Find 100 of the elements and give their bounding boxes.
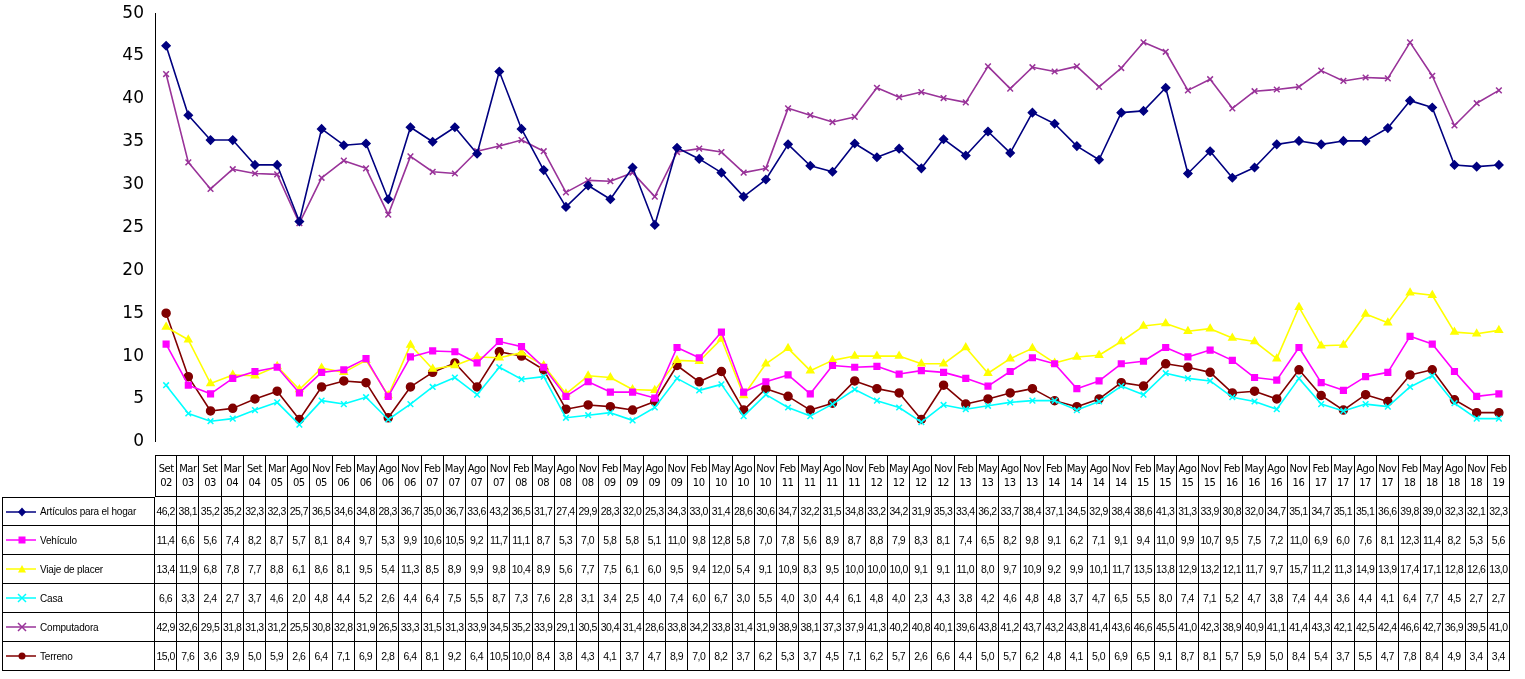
data-label: 5,0	[243, 642, 267, 671]
data-label: 3,4	[599, 584, 622, 613]
data-label: 4,0	[888, 584, 911, 613]
x-tick-label: May 13	[976, 455, 1000, 497]
data-label: 14,9	[1354, 555, 1377, 584]
data-label: 31,3	[243, 613, 267, 642]
data-label: 3,0	[799, 584, 822, 613]
data-label: 8,3	[799, 555, 822, 584]
data-label: 9,1	[932, 555, 955, 584]
data-label: 4,1	[1376, 584, 1399, 613]
data-label: 8,1	[1376, 526, 1399, 555]
data-label: 4,8	[310, 584, 333, 613]
data-label: 5,2	[1221, 584, 1244, 613]
x-tick-label: Ago 12	[910, 455, 933, 497]
x-tick-label: May 08	[532, 455, 555, 497]
data-label: 11,0	[1287, 526, 1311, 555]
legend-label: Casa	[40, 592, 63, 604]
data-label: 8,4	[332, 526, 355, 555]
data-label: 43,8	[1065, 613, 1088, 642]
data-label: 35,2	[221, 497, 244, 526]
y-tick-label: 15	[122, 301, 144, 322]
data-label: 8,1	[332, 555, 355, 584]
data-label: 38,1	[799, 613, 822, 642]
data-label: 7,5	[1243, 526, 1266, 555]
data-label: 43,8	[976, 613, 1000, 642]
data-label: 11,7	[1110, 555, 1133, 584]
data-label: 6,7	[710, 584, 733, 613]
data-label: 9,5	[354, 555, 378, 584]
x-tick-label: May 10	[710, 455, 733, 497]
data-label: 6,4	[421, 584, 444, 613]
data-label: 3,7	[732, 642, 755, 671]
x-tick-label: Feb 16	[1221, 455, 1244, 497]
data-label: 41,2	[999, 613, 1022, 642]
y-tick-label: 50	[122, 1, 144, 22]
data-label: 9,1	[910, 555, 933, 584]
data-label: 7,4	[221, 526, 244, 555]
data-label: 38,4	[1021, 497, 1044, 526]
legend-label: Terreno	[40, 650, 73, 662]
data-label: 10,1	[1087, 555, 1111, 584]
data-label: 31,3	[443, 613, 466, 642]
data-label: 7,5	[443, 584, 466, 613]
data-label: 29,1	[554, 613, 578, 642]
data-label: 2,5	[621, 584, 644, 613]
data-label: 11,0	[1154, 526, 1177, 555]
data-label: 9,4	[1132, 526, 1155, 555]
data-label: 33,8	[710, 613, 733, 642]
data-label: 42,1	[1332, 613, 1355, 642]
x-tick-label: Ago 06	[377, 455, 400, 497]
data-label: 10,0	[843, 555, 866, 584]
data-label: 7,6	[1354, 526, 1377, 555]
data-label: 10,5	[488, 642, 511, 671]
data-label: 10,9	[776, 555, 800, 584]
data-label: 4,3	[932, 584, 955, 613]
data-label: 9,8	[688, 526, 711, 555]
x-tick-label: May 15	[1154, 455, 1177, 497]
data-label: 4,4	[332, 584, 355, 613]
legend-label: Artículos para el hogar	[40, 506, 137, 517]
data-label: 9,7	[354, 526, 378, 555]
data-label: 36,5	[310, 497, 333, 526]
data-label: 33,9	[465, 613, 489, 642]
data-label: 6,5	[1132, 642, 1155, 671]
data-label: 3,7	[1065, 584, 1088, 613]
data-label: 4,8	[1021, 584, 1044, 613]
data-label: 36,5	[510, 497, 533, 526]
data-label: 4,4	[954, 642, 977, 671]
data-label: 35,1	[1354, 497, 1377, 526]
data-label: 8,1	[421, 642, 444, 671]
data-label: 5,4	[1310, 642, 1333, 671]
data-label: 8,0	[976, 555, 1000, 584]
data-label: 7,5	[599, 555, 622, 584]
data-label: 38,4	[1110, 497, 1133, 526]
x-tick-label: Nov 16	[1287, 455, 1311, 497]
data-label: 9,7	[1265, 555, 1288, 584]
x-tick-label: Ago 09	[643, 455, 666, 497]
data-label: 7,1	[1087, 526, 1111, 555]
data-label: 3,6	[1332, 584, 1355, 613]
data-label: 10,6	[421, 526, 444, 555]
data-label: 6,9	[1310, 526, 1333, 555]
data-label: 33,4	[954, 497, 977, 526]
data-label: 4,4	[399, 584, 422, 613]
data-label: 11,9	[177, 555, 200, 584]
data-label: 4,4	[821, 584, 844, 613]
data-label: 36,2	[976, 497, 1000, 526]
data-label: 4,2	[976, 584, 1000, 613]
data-label: 6,0	[688, 584, 711, 613]
data-label: 5,8	[732, 526, 755, 555]
data-label: 5,7	[999, 642, 1022, 671]
data-label: 37,3	[821, 613, 844, 642]
x-tick-label: Nov 07	[488, 455, 511, 497]
data-label: 31,2	[266, 613, 289, 642]
data-label: 28,3	[377, 497, 400, 526]
data-label: 9,8	[1021, 526, 1044, 555]
x-tick-label: Nov 18	[1465, 455, 1488, 497]
data-label: 8,7	[1176, 642, 1200, 671]
data-label: 9,1	[1110, 526, 1133, 555]
data-label: 13,2	[1199, 555, 1222, 584]
data-label: 10,0	[865, 555, 889, 584]
data-label: 8,1	[1199, 642, 1222, 671]
y-tick-label: 40	[122, 87, 144, 108]
x-tick-label: May 16	[1243, 455, 1266, 497]
